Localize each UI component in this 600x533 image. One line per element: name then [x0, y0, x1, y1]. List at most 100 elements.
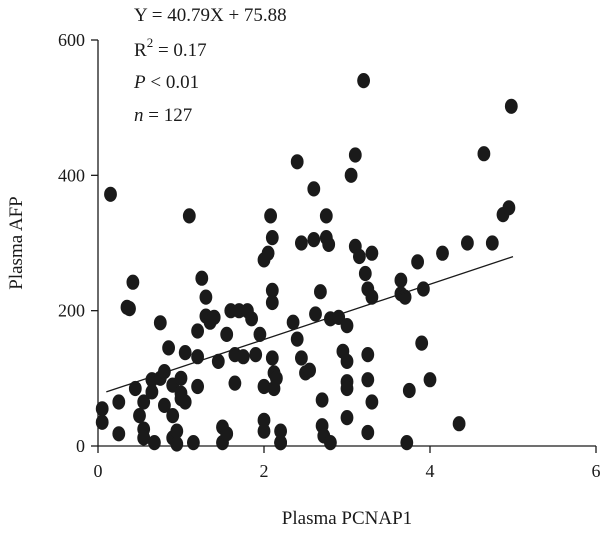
data-point — [228, 375, 242, 391]
data-point — [261, 245, 275, 261]
data-point — [199, 289, 213, 305]
p-variable: P — [133, 72, 146, 93]
data-point — [158, 364, 171, 380]
data-point — [137, 394, 151, 410]
data-point — [358, 265, 372, 282]
data-point — [112, 426, 126, 442]
x-tick-label: 0 — [94, 461, 103, 481]
data-point — [170, 423, 184, 439]
data-point — [461, 235, 474, 251]
data-point — [195, 270, 209, 286]
data-point — [220, 426, 234, 442]
data-point — [174, 370, 188, 386]
data-point — [182, 208, 196, 224]
data-point — [178, 394, 192, 410]
data-point — [452, 416, 466, 432]
data-point — [340, 380, 354, 397]
data-point — [133, 408, 146, 424]
data-point — [295, 350, 308, 366]
data-point — [340, 410, 354, 426]
p-value-annotation: P < 0.01 — [133, 72, 199, 93]
data-point — [324, 435, 337, 451]
data-point — [361, 347, 375, 363]
data-point — [423, 372, 437, 388]
data-point — [309, 306, 322, 322]
data-point — [307, 232, 321, 248]
data-point — [112, 394, 126, 410]
n-value: = 127 — [144, 105, 193, 126]
data-point — [394, 272, 408, 288]
data-point — [158, 397, 171, 413]
data-point — [353, 248, 366, 265]
data-point — [187, 435, 200, 451]
data-point — [257, 412, 271, 428]
data-point — [249, 347, 263, 363]
data-point — [95, 414, 109, 430]
data-point — [191, 378, 205, 395]
n-annotation: n = 127 — [134, 105, 192, 126]
data-point — [286, 314, 300, 330]
data-point — [361, 424, 375, 441]
data-point — [314, 284, 327, 300]
data-point — [257, 423, 271, 439]
x-axis-title: Plasma PCNAP1 — [282, 508, 412, 529]
data-point — [303, 362, 316, 378]
data-point — [502, 200, 516, 216]
data-point — [274, 435, 287, 451]
data-point — [361, 372, 375, 388]
data-point — [322, 236, 336, 252]
r2-prefix: R — [134, 40, 147, 61]
data-point — [411, 254, 424, 270]
data-point — [191, 323, 205, 339]
r-squared-annotation: R2 = 0.17 — [134, 35, 207, 61]
data-point — [348, 147, 362, 163]
data-point — [340, 353, 354, 369]
data-point — [265, 350, 279, 366]
r2-exponent: 2 — [147, 35, 154, 50]
data-point — [307, 181, 321, 197]
data-point — [126, 274, 140, 290]
data-point — [207, 309, 221, 325]
y-tick-label: 200 — [58, 301, 85, 321]
data-point — [153, 315, 167, 331]
data-point — [365, 394, 379, 410]
data-point — [162, 340, 176, 356]
y-tick-label: 0 — [76, 436, 85, 456]
data-points — [95, 73, 518, 452]
data-point — [398, 289, 412, 305]
data-point — [485, 235, 499, 251]
data-point — [319, 208, 333, 224]
data-point — [245, 311, 258, 327]
data-point — [166, 408, 180, 424]
data-point — [295, 235, 308, 251]
data-point — [290, 331, 304, 347]
data-point — [265, 230, 279, 246]
data-point — [178, 345, 192, 361]
data-point — [344, 167, 358, 183]
data-point — [504, 98, 518, 114]
data-point — [265, 294, 279, 311]
data-point — [253, 326, 267, 342]
x-tick-label: 2 — [260, 461, 269, 481]
data-point — [257, 378, 271, 395]
regression-line-group — [106, 256, 514, 393]
data-point — [123, 301, 136, 317]
data-point — [477, 146, 491, 162]
data-point — [270, 370, 283, 386]
p-value: < 0.01 — [146, 72, 199, 93]
data-point — [148, 435, 161, 451]
data-point — [265, 282, 279, 298]
axis-ticks: 0 2 4 6 0 200 400 600 — [58, 30, 600, 481]
data-point — [400, 435, 414, 451]
regression-line — [106, 256, 514, 393]
data-point — [357, 73, 370, 89]
y-tick-label: 600 — [58, 30, 85, 50]
r2-value: = 0.17 — [153, 40, 206, 61]
data-point — [236, 349, 250, 365]
data-point — [137, 430, 151, 446]
data-point — [211, 353, 225, 369]
n-variable: n — [134, 105, 144, 126]
data-point — [290, 154, 304, 170]
data-point — [128, 380, 142, 397]
